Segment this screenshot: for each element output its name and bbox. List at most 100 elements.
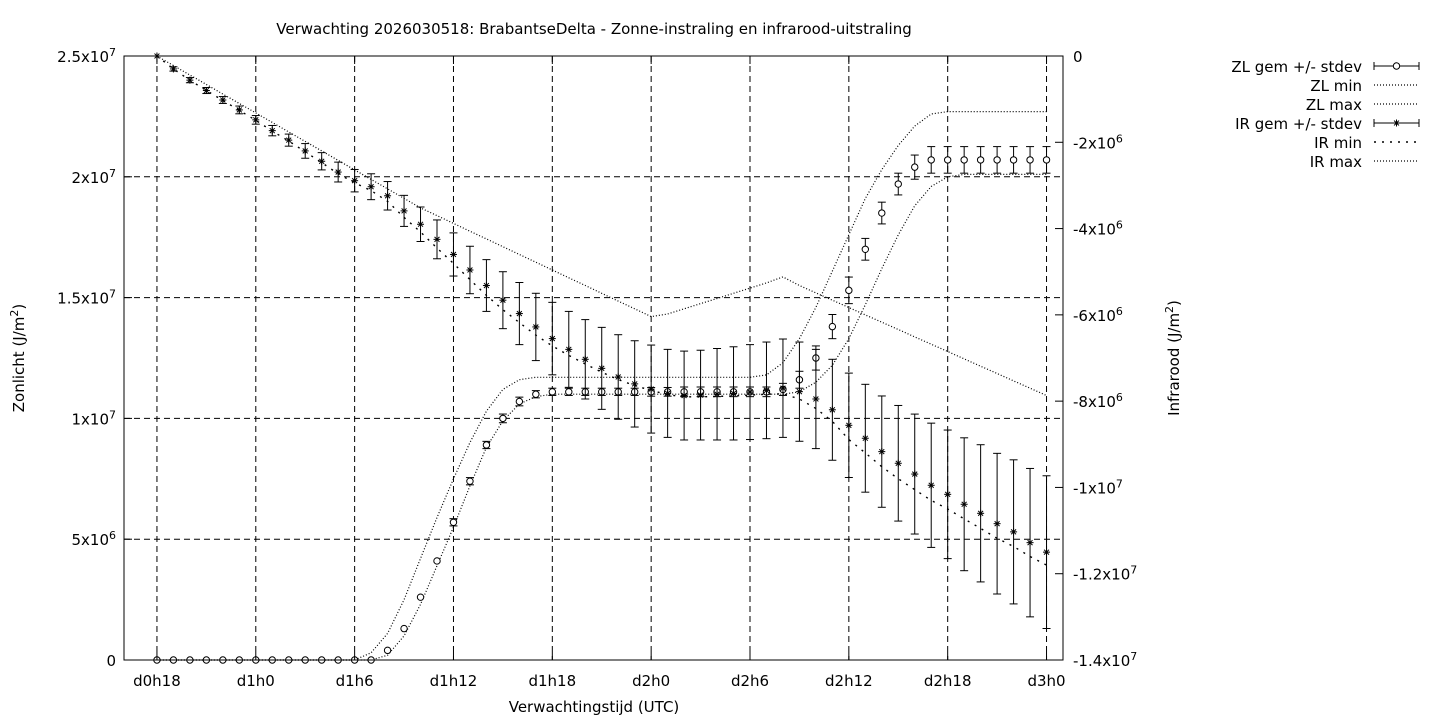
legend-item: IR gem +/- stdev [1235,115,1420,133]
y2-tick-label-mantissa: -6x10 [1073,307,1116,325]
star-stroke [1043,549,1050,555]
circle-marker [1042,156,1051,164]
y2-tick-label: 0 [1073,48,1083,66]
y2-axis-ticks: 0-2x106-4x106-6x106-8x106-1x107-1.2x107-… [1055,48,1137,670]
y2-tick-label-mantissa: -1x10 [1073,479,1116,497]
ir-data-point [894,404,903,522]
legend-label: IR max [1310,153,1362,171]
y-axis-title-main: Zonlicht (J/m [10,317,28,413]
y-tick-label: 1.5x107 [57,288,116,308]
ir-data-point [1026,467,1035,618]
y-tick-label-exponent: 7 [109,46,116,59]
legend-label: IR min [1314,134,1362,152]
star-marker [680,392,688,400]
star-stroke [318,158,325,165]
y2-tick-label-exponent: 6 [1116,305,1123,318]
legend-label: ZL min [1310,77,1362,95]
circle-marker [1009,156,1018,164]
star-stroke [516,310,523,317]
zl-data-point [943,146,952,174]
star-stroke [813,396,819,402]
legend-label: ZL gem +/- stdev [1231,58,1362,76]
circle-marker [960,156,968,164]
zl-data-point [976,146,985,174]
x-tick-label: d3h0 [1027,672,1065,690]
zl-data-point [564,387,573,396]
ir-data-point [746,344,754,441]
y2-tick-label-exponent: 6 [1116,219,1123,232]
ir-data-point [762,341,771,440]
ir-data-point [910,413,919,535]
circle-marker [943,156,952,164]
star-stroke [302,148,309,154]
star-marker [449,250,457,258]
y2-tick-label: -1.4x107 [1073,650,1137,670]
ir-data-point [663,348,672,438]
star-stroke [236,107,243,113]
star-stroke [533,324,539,330]
circle-marker [565,388,573,396]
star-stroke [664,390,671,397]
y2-tick-label: -8x106 [1073,391,1123,411]
star-stroke [862,435,869,442]
star-stroke [1027,539,1033,546]
star-stroke [829,406,836,413]
star-stroke [895,460,902,467]
ir-data-point [927,422,936,548]
star-stroke [467,267,473,273]
star-stroke [961,501,967,508]
plot-frame [123,55,1064,661]
circle-marker [878,209,886,217]
y-tick-label: 0 [106,652,116,670]
series-line-zl-min [156,173,1047,661]
legend-item: ZL gem +/- stdev [1231,58,1420,76]
legend-item: IR max [1310,153,1419,171]
star-marker [268,127,276,135]
ir-data-point [416,206,425,243]
star-stroke [483,282,490,289]
y-tick-label-mantissa: 1.5x10 [57,290,109,308]
star-marker [334,168,342,176]
circle-marker [993,156,1001,164]
x-axis-title: Verwachtingstijd (UTC) [509,698,680,716]
star-stroke [747,389,753,395]
star-stroke [335,169,341,175]
x-tick-label: d1h12 [430,672,478,690]
ir-data-point [696,349,705,441]
star-stroke [846,422,852,429]
star-marker [318,157,326,165]
star-marker [252,116,260,124]
legend-item: ZL max [1306,96,1419,114]
circle-marker [515,397,524,406]
ir-data-point [729,346,738,441]
star-marker [202,87,210,95]
star-marker [1043,548,1051,556]
star-stroke [944,491,951,498]
y2-tick-label-exponent: 7 [1130,650,1137,663]
star-marker [219,96,227,104]
ir-data-point [844,372,853,479]
star-stroke [500,297,506,303]
y-axis-title-sup: 2 [8,310,21,317]
zl-data-point [877,201,886,225]
ir-data-point [433,219,441,260]
star-marker [1026,539,1034,547]
circle-marker [927,156,935,164]
y2-tick-label-mantissa: -1.2x10 [1073,566,1130,584]
y-tick-label-mantissa: 5x10 [71,531,109,549]
star-marker [351,177,359,185]
ir-data-point [993,452,1002,595]
star-stroke [170,66,177,72]
circle-marker [894,180,902,188]
zl-data-point [482,440,491,450]
star-marker [631,380,639,388]
zl-data-point [894,172,903,196]
y-tick-label-exponent: 7 [109,288,116,301]
star-marker [186,76,194,84]
star-stroke [1393,120,1400,126]
star-stroke [401,208,407,214]
star-marker [400,207,408,215]
legend-label: ZL max [1306,96,1362,114]
star-stroke [796,388,803,395]
ir-data-point [828,358,837,461]
